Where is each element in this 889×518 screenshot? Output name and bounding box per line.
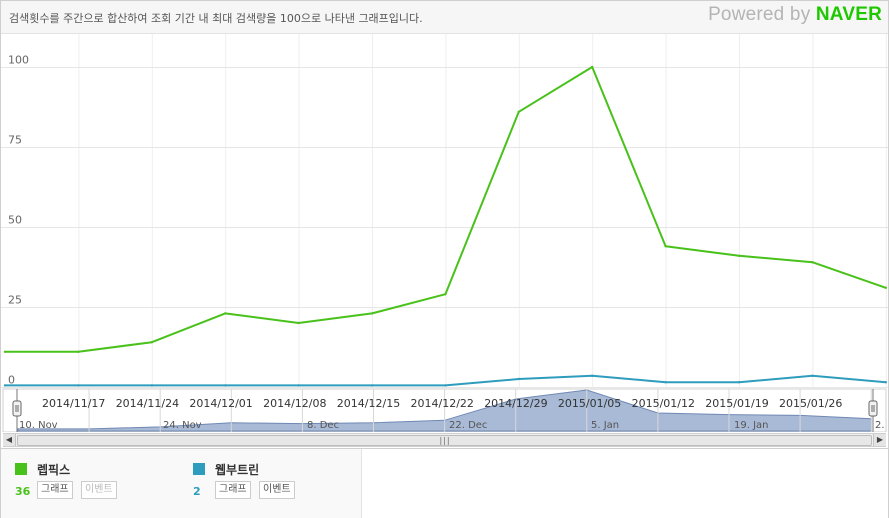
x-tick-label: 2015/01/19	[705, 397, 768, 410]
x-tick-label: 2014/12/15	[337, 397, 400, 410]
y-tick-label: 75	[8, 134, 22, 147]
navigator-date-label: 8. Dec	[307, 420, 339, 431]
navigator-date-label: 10. Nov	[19, 420, 58, 431]
data-point	[444, 293, 447, 296]
scrollbar-grip-icon: |||	[439, 436, 451, 445]
legend-value-1: 36	[15, 485, 31, 498]
data-point	[297, 384, 300, 387]
navigator-date-label: 22. Dec	[449, 420, 487, 431]
handle-grip	[12, 400, 22, 417]
data-point	[664, 381, 667, 384]
data-point	[370, 312, 374, 315]
naver-logo-text: NAVER	[815, 4, 882, 25]
data-point	[811, 261, 814, 264]
data-point	[150, 341, 153, 344]
y-tick-label: 50	[8, 214, 22, 227]
x-tick-label: 2015/01/26	[779, 397, 842, 410]
series-layer	[3, 65, 887, 387]
data-point	[297, 321, 300, 325]
data-point	[3, 384, 7, 387]
chart-description: 검색횟수를 주간으로 합산하여 조회 기간 내 최대 검색량을 100으로 나타…	[9, 12, 423, 25]
scroll-left-arrow-icon[interactable]: ◀	[3, 434, 16, 446]
data-point	[517, 110, 520, 114]
y-tick-label: 100	[8, 54, 29, 67]
x-tick-label: 2014/12/01	[189, 397, 252, 410]
data-point	[811, 374, 814, 377]
range-navigator[interactable]: 2014/11/17 2014/11/24 2014/12/01 2014/12/08…	[2, 388, 887, 432]
y-tick-label: 0	[8, 374, 15, 387]
data-point	[737, 381, 741, 384]
legend-name-2: 웹부트린	[215, 463, 260, 477]
legend-name-1: 렙픽스	[37, 463, 71, 477]
scroll-right-arrow-icon[interactable]: ▶	[873, 434, 886, 446]
data-point	[884, 381, 887, 384]
powered-by-text: Powered by	[708, 4, 816, 25]
data-point	[591, 374, 594, 377]
legend-event-button-2[interactable]: 이벤트	[259, 481, 295, 499]
handle-grip	[868, 400, 878, 417]
legend-value-2: 2	[193, 485, 201, 498]
legend-graph-button-1[interactable]: 그래프	[37, 481, 73, 499]
data-point	[517, 377, 520, 381]
data-point	[664, 245, 667, 248]
grid-layer	[1, 34, 888, 388]
x-tick-label: 2014/11/17	[42, 397, 105, 410]
range-scrollbar[interactable]: ◀ ||| ▶	[3, 433, 886, 447]
navigator-date-label: 24. Nov	[163, 420, 202, 431]
x-tick-label: 2014/12/22	[411, 397, 474, 410]
data-point	[737, 254, 741, 257]
data-point	[3, 350, 7, 353]
x-tick-label: 2014/12/29	[484, 397, 547, 410]
data-point	[884, 286, 887, 289]
legend-event-button-1[interactable]: 이벤트	[81, 481, 117, 499]
data-point	[224, 384, 227, 387]
legend-panel: 렙픽스 36 그래프 이벤트 웹부트린 2 그래프 이벤트	[1, 448, 888, 518]
y-tick-label: 25	[8, 294, 22, 307]
navigator-date-label: 19. Jan	[734, 420, 769, 431]
navigator-handle-left-icon[interactable]	[12, 389, 22, 432]
legend-graph-button-2[interactable]: 그래프	[215, 481, 251, 499]
navigator-date-label: 5. Jan	[591, 420, 619, 431]
chart-header: 검색횟수를 주간으로 합산하여 조회 기간 내 최대 검색량을 100으로 나타…	[1, 1, 888, 34]
legend-swatch-1	[15, 463, 27, 475]
data-point	[77, 384, 80, 387]
data-point	[150, 384, 153, 387]
x-tick-label: 2014/12/08	[263, 397, 326, 410]
data-point	[77, 350, 80, 353]
scrollbar-thumb[interactable]: |||	[17, 435, 872, 446]
data-point	[370, 384, 374, 387]
navigator-date-label: 2.	[875, 420, 885, 431]
powered-by-naver: Powered by NAVER	[708, 4, 882, 26]
x-tick-label: 2015/01/12	[632, 397, 695, 410]
trend-chart: 0 25 50 75 100 2014/11/17 2014/11/24 2014/12/0…	[1, 34, 888, 432]
data-point	[444, 384, 447, 387]
navigator-handle-right-icon[interactable]	[868, 389, 878, 432]
x-tick-label: 2015/01/05	[558, 397, 621, 410]
x-tick-label: 2014/11/24	[116, 397, 179, 410]
data-point	[591, 65, 594, 69]
legend-swatch-2	[193, 463, 205, 475]
data-point	[224, 312, 227, 315]
y-axis-ticks: 0 25 50 75 100	[8, 54, 29, 387]
